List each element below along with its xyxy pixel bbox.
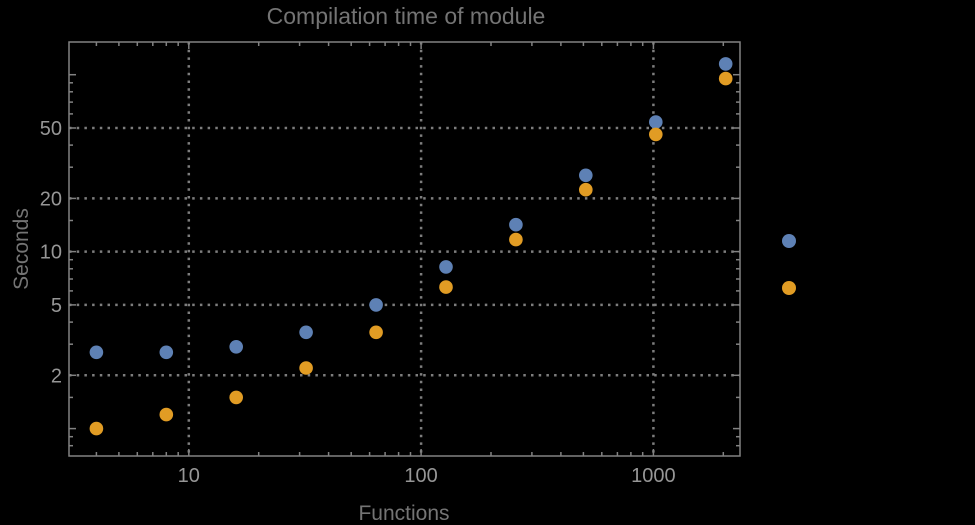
legend [782,234,796,295]
data-point-series-2-x512 [579,182,593,197]
x-tick-label-10: 10 [178,465,200,487]
y-tick-label-2: 2 [51,365,62,387]
data-point-series-1-x32 [299,325,313,340]
data-points [89,57,733,436]
data-point-series-2-x16 [229,390,243,405]
data-point-series-2-x1024 [649,127,663,142]
data-point-series-2-x32 [299,361,313,375]
plot-frame [68,41,741,457]
gridlines [69,42,740,456]
x-tick-label-1000: 1000 [631,465,676,487]
data-point-series-1-x8 [159,345,174,360]
tick-labels: 10 100 1000 50 20 10 5 2 [40,118,676,487]
legend-marker-series-2 [782,281,796,295]
data-point-series-2-x8 [159,407,174,422]
data-point-series-1-x16 [229,340,243,354]
data-point-series-1-x512 [579,168,593,183]
x-tick-label-100: 100 [404,465,437,487]
y-tick-label-5: 5 [51,295,62,317]
chart-title: Compilation time of module [267,3,546,29]
data-point-series-2-x128 [439,280,453,294]
data-point-series-1-x4 [89,345,104,360]
data-point-series-2-x2048 [718,71,733,86]
data-point-series-2-x256 [509,232,523,247]
data-point-series-2-x4 [89,421,104,436]
data-point-series-1-x64 [369,298,383,312]
data-point-series-1-x1024 [649,115,663,129]
data-point-series-1-x128 [439,260,453,274]
data-point-series-1-x256 [509,217,523,232]
y-tick-label-50: 50 [40,118,62,140]
data-point-series-1-x2048 [718,57,733,71]
x-axis-title: Functions [358,502,449,525]
data-point-series-2-x64 [369,325,383,340]
tick-marks [69,42,740,456]
y-axis-title: Seconds [10,208,33,290]
legend-marker-series-1 [782,234,796,248]
y-tick-label-10: 10 [40,242,62,264]
y-tick-label-20: 20 [40,188,62,210]
